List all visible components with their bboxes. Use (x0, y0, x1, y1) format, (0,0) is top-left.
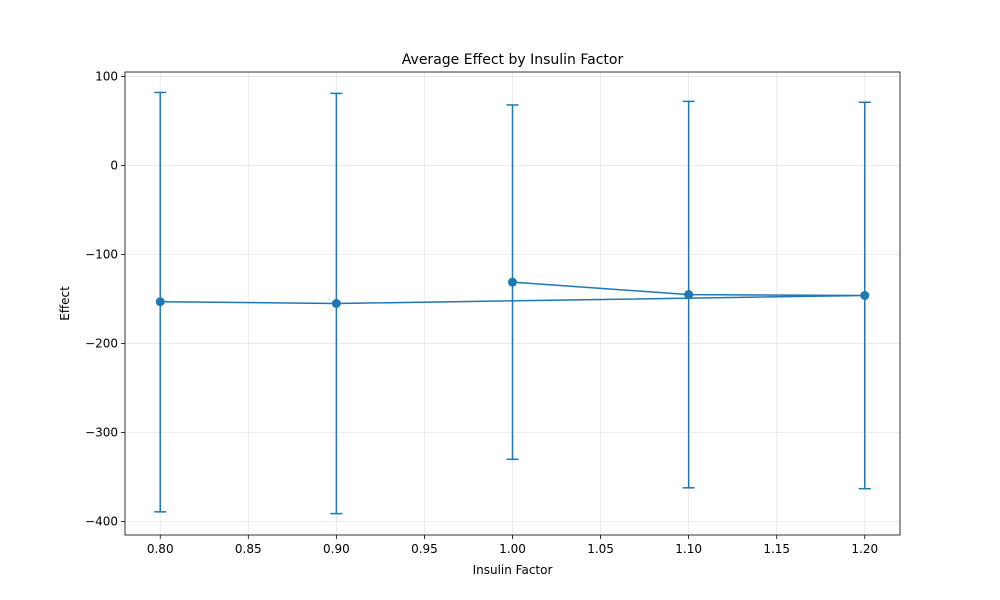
axis-ticks: 0.80 0.85 0.90 0.95 1.00 1.05 1.10 1.15 1.20 100 0… (85, 69, 878, 556)
chart-title: Average Effect by Insulin Factor (402, 52, 624, 68)
data-point (684, 290, 694, 300)
series-layer (154, 91, 871, 515)
x-tick-label: 0.90 (323, 542, 350, 556)
data-point (860, 290, 870, 300)
x-tick-label: 0.85 (235, 542, 262, 556)
x-tick-label: 1.20 (851, 542, 878, 556)
data-point (331, 299, 341, 308)
y-tick-label: −100 (85, 248, 118, 262)
x-axis-label: Insulin Factor (473, 563, 553, 577)
y-tick-label: −300 (85, 426, 118, 440)
x-tick-label: 1.15 (763, 542, 790, 556)
y-tick-label: 0 (110, 158, 118, 172)
y-axis-label: Effect (58, 286, 72, 321)
x-tick-label: 1.05 (587, 542, 614, 556)
y-tick-label: 100 (95, 69, 118, 83)
data-point (508, 277, 517, 287)
y-tick-label: −400 (85, 515, 118, 529)
x-tick-label: 0.95 (411, 542, 438, 556)
x-tick-label: 1.00 (499, 542, 526, 556)
x-tick-label: 0.80 (147, 542, 174, 556)
data-point (155, 297, 165, 307)
x-tick-label: 1.10 (675, 542, 702, 556)
y-tick-label: −200 (85, 337, 118, 351)
